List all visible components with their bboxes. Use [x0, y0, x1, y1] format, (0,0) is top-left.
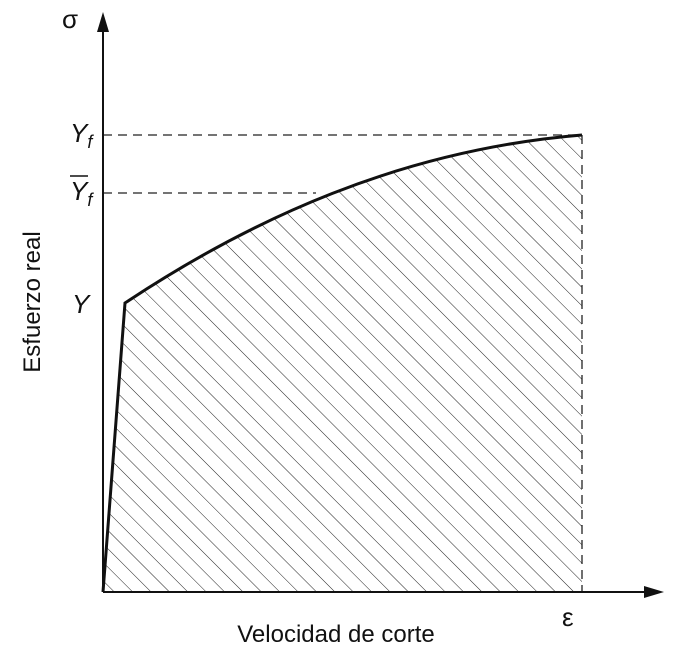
label-part: f — [87, 132, 94, 152]
y-arrow — [97, 12, 109, 32]
mean-level-label: Yf — [70, 176, 94, 210]
yield-label: Y — [72, 289, 91, 319]
y-label: Esfuerzo real — [19, 231, 46, 372]
curve — [101, 133, 583, 593]
work-area — [103, 135, 582, 592]
label-part: f — [87, 190, 94, 210]
x-arrow — [644, 586, 664, 598]
y-symbol: σ — [62, 4, 78, 34]
label-part: Y — [70, 176, 89, 206]
final-level-label: Yf — [70, 118, 94, 152]
x-symbol: ε — [562, 602, 574, 632]
x-label: Velocidad de corte — [237, 621, 434, 648]
label-part: Y — [70, 118, 89, 148]
